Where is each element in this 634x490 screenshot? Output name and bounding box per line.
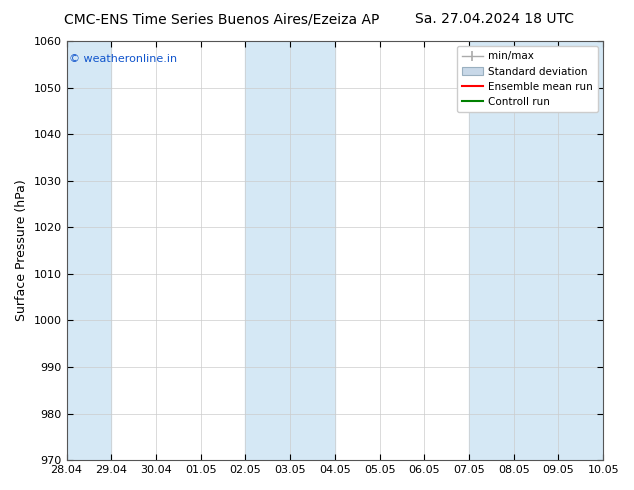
Legend: min/max, Standard deviation, Ensemble mean run, Controll run: min/max, Standard deviation, Ensemble me…: [456, 46, 598, 112]
Bar: [67, 41, 111, 460]
Y-axis label: Surface Pressure (hPa): Surface Pressure (hPa): [15, 180, 28, 321]
Text: CMC-ENS Time Series Buenos Aires/Ezeiza AP: CMC-ENS Time Series Buenos Aires/Ezeiza …: [64, 12, 380, 26]
Text: Sa. 27.04.2024 18 UTC: Sa. 27.04.2024 18 UTC: [415, 12, 574, 26]
Bar: [469, 41, 603, 460]
Bar: [245, 41, 335, 460]
Text: © weatheronline.in: © weatheronline.in: [69, 53, 178, 64]
